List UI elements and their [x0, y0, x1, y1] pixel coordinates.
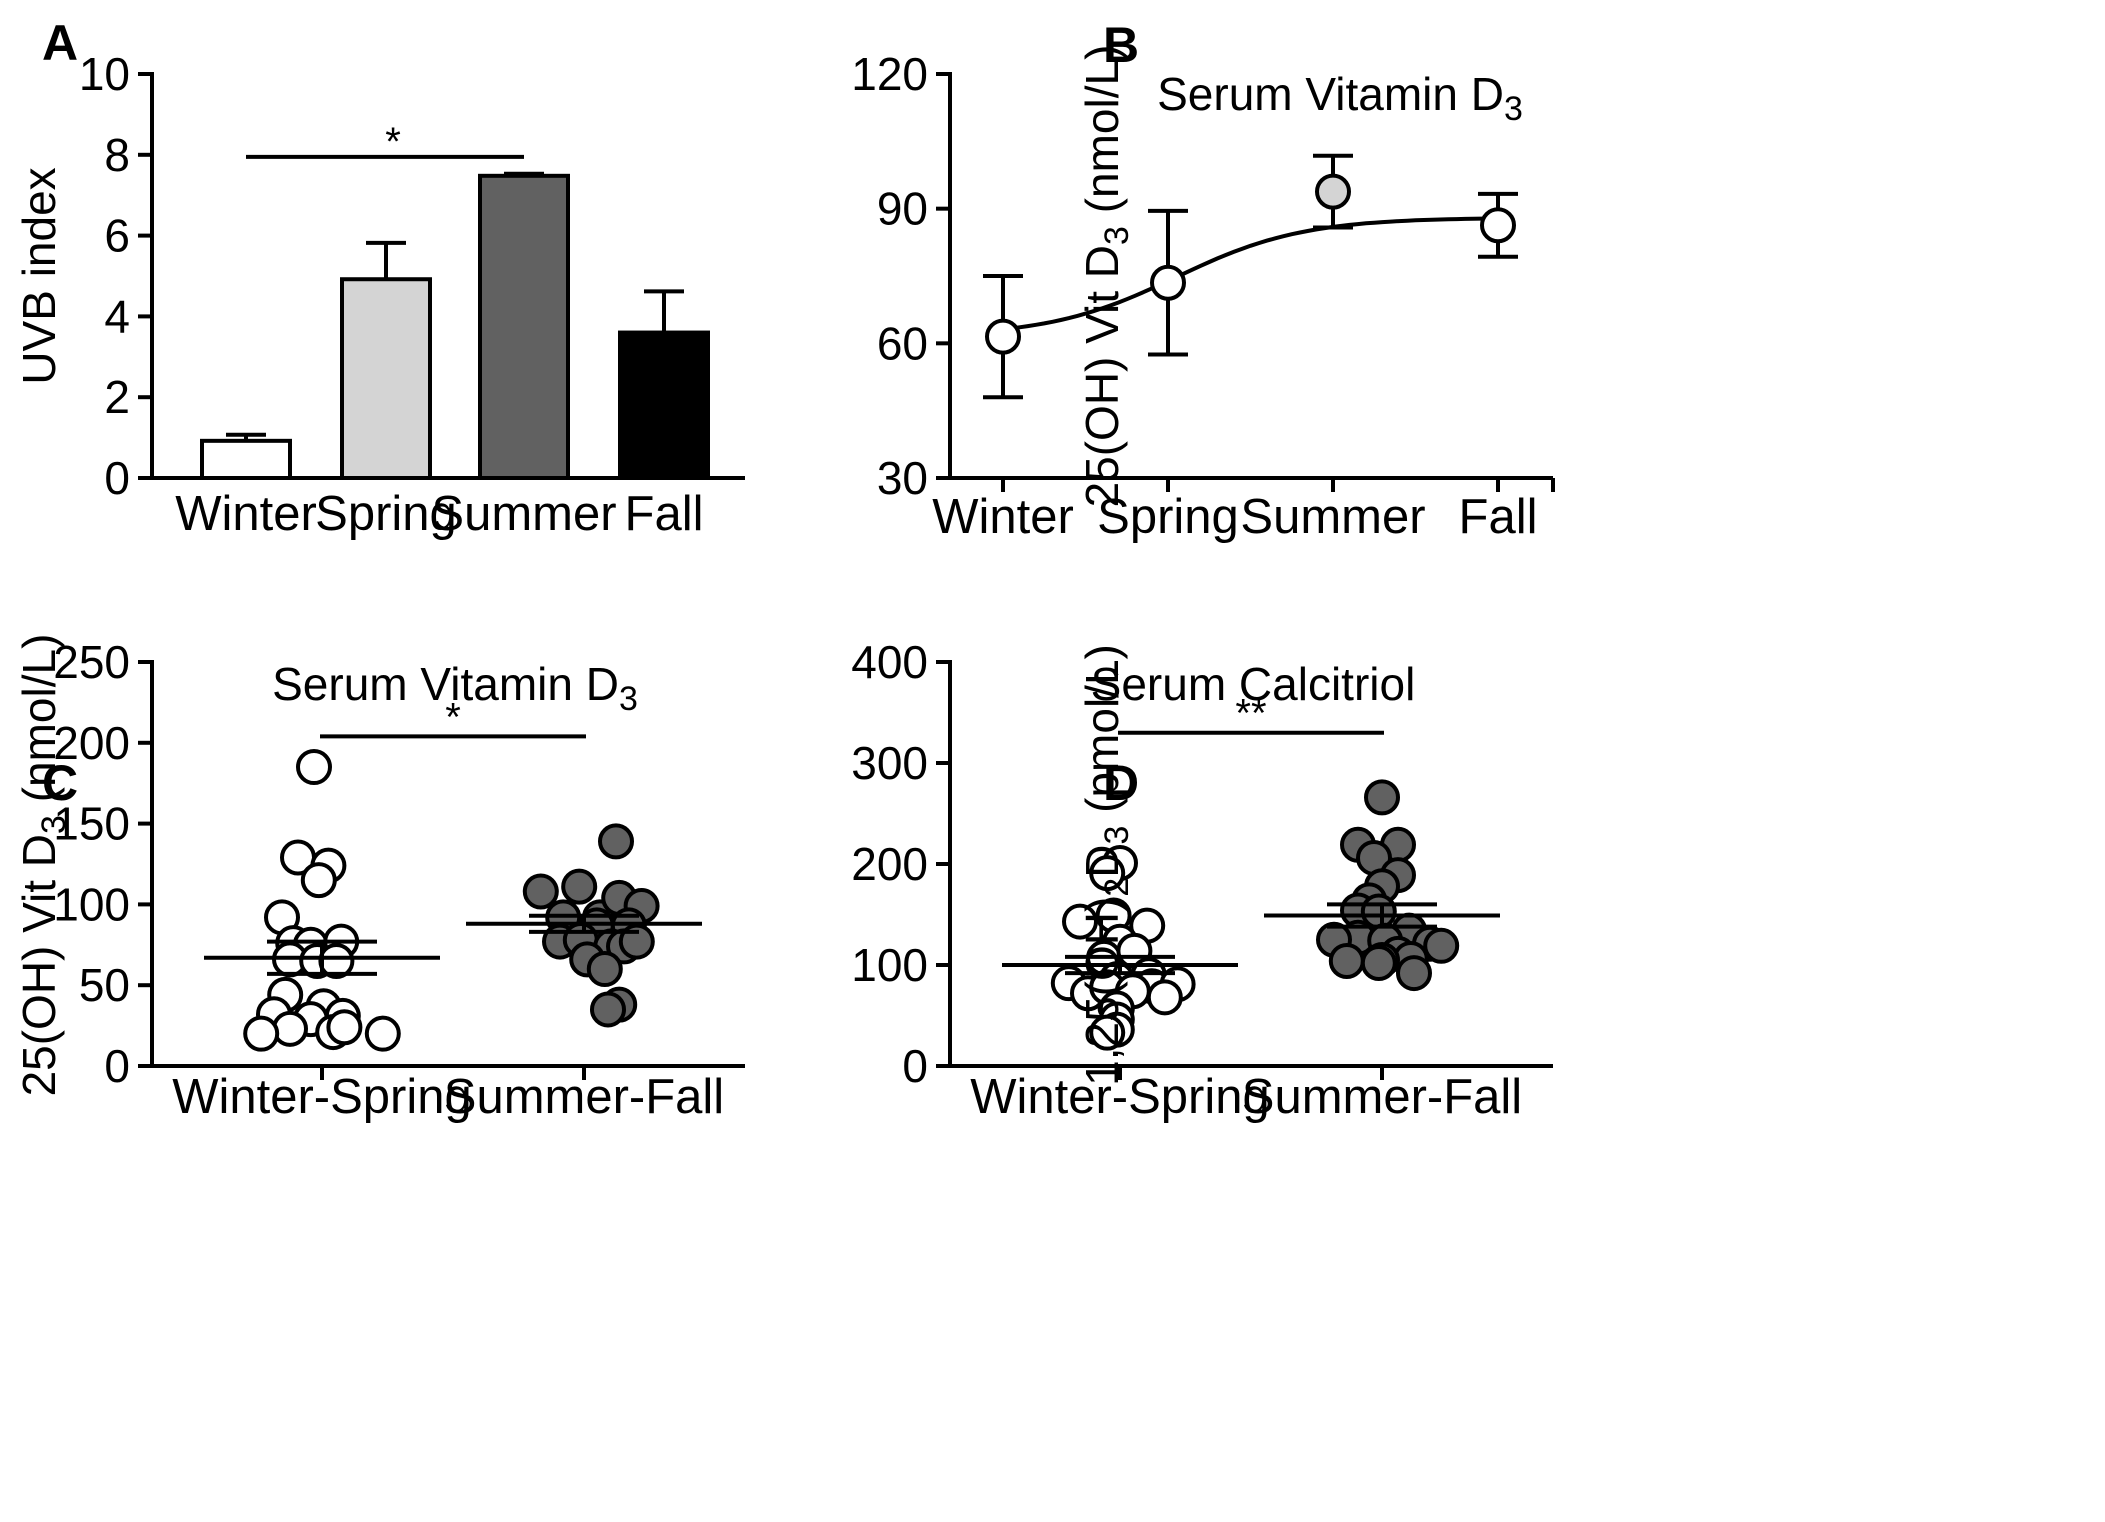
- data-point: [1089, 1014, 1126, 1051]
- y-tick-label: 30: [877, 452, 928, 504]
- data-point: [590, 991, 626, 1028]
- data-point-winter: [985, 318, 1021, 355]
- data-point: [1089, 855, 1126, 892]
- y-tick-label: 120: [851, 48, 928, 100]
- y-tick-label: 400: [851, 636, 928, 688]
- x-category-label: Summer-Fall: [1242, 1070, 1522, 1124]
- data-point-summer: [1315, 173, 1351, 210]
- data-point: [364, 1015, 401, 1052]
- data-point: [300, 862, 337, 899]
- y-tick-label: 60: [877, 317, 928, 369]
- bar-fall: [618, 330, 710, 480]
- y-tick-label: 300: [851, 737, 928, 789]
- bar-spring: [340, 277, 432, 480]
- x-category-label: Spring: [1097, 490, 1239, 544]
- y-tick-label: 200: [53, 717, 130, 769]
- x-category-label: Winter: [175, 487, 317, 541]
- panel-letter: D: [1103, 755, 1139, 811]
- y-tick-label: 6: [104, 210, 130, 262]
- panel-letter: B: [1103, 17, 1139, 73]
- significance-label: **: [1235, 692, 1266, 736]
- y-axis-label: 25(OH) Vit D3 (nmol/L): [13, 634, 73, 1097]
- data-point: [598, 823, 634, 860]
- y-axis-label: 25(OH) Vit D3 (nmol/L): [1076, 45, 1136, 508]
- y-tick-label: 0: [104, 452, 130, 504]
- data-point: [1360, 944, 1397, 981]
- data-point: [522, 873, 559, 910]
- chart-title: Serum Vitamin D3: [1157, 68, 1523, 128]
- panel-b-vitamin-d-line-chart: B Winter Spring Summer Fall 30 60 90 120 25(OH) …: [851, 17, 1555, 544]
- panel-letter: A: [42, 15, 78, 71]
- data-point-spring: [1150, 264, 1186, 301]
- y-tick-label: 10: [79, 48, 130, 100]
- panel-letter: C: [42, 755, 78, 811]
- data-point: [326, 1009, 363, 1046]
- y-tick-label: 2: [104, 371, 130, 423]
- significance-label: *: [445, 695, 461, 739]
- data-point: [1396, 955, 1432, 992]
- chart-title: Serum Calcitriol: [1091, 658, 1416, 710]
- x-category-label: Summer: [1240, 490, 1425, 544]
- y-tick-label: 100: [53, 878, 130, 930]
- y-axis-label: 1,25(OH)2D3 (pmol/L): [1076, 644, 1136, 1086]
- x-category-label: Summer: [431, 487, 616, 541]
- data-point-fall: [1480, 207, 1516, 244]
- data-point: [296, 749, 332, 786]
- x-category-label: Winter-Spring: [172, 1070, 472, 1124]
- y-tick-label: 90: [877, 183, 928, 235]
- bar-winter: [200, 438, 292, 480]
- data-point: [1423, 927, 1460, 964]
- y-tick-label: 0: [104, 1040, 130, 1092]
- x-category-label: Spring: [315, 487, 457, 541]
- y-tick-label: 200: [851, 838, 928, 890]
- x-category-label: Summer-Fall: [444, 1070, 724, 1124]
- x-category-label: Fall: [1459, 490, 1538, 544]
- y-tick-label: 250: [53, 636, 130, 688]
- data-point: [1146, 979, 1183, 1016]
- y-tick-label: 50: [79, 959, 130, 1011]
- y-tick-label: 8: [104, 129, 130, 181]
- data-point: [272, 1010, 308, 1047]
- data-point: [1328, 942, 1365, 979]
- data-point: [1062, 903, 1098, 940]
- x-category-label: Winter-Spring: [970, 1070, 1270, 1124]
- significance-label: *: [385, 120, 401, 164]
- data-point: [1364, 779, 1400, 816]
- y-tick-label: 4: [104, 290, 130, 342]
- y-tick-label: 0: [902, 1040, 928, 1092]
- data-point: [586, 951, 623, 988]
- panel-c-vitamin-d-scatter: C Winter-SpringSummer-Fall05010015020025…: [13, 634, 745, 1124]
- y-axis-label: UVB index: [13, 167, 65, 384]
- y-tick-label: 150: [53, 798, 130, 850]
- x-category-label: Winter: [932, 490, 1074, 544]
- data-point: [561, 868, 598, 905]
- x-category-label: Fall: [625, 487, 704, 541]
- chart-title: Serum Vitamin D3: [272, 658, 638, 718]
- bar-summer: [478, 173, 570, 480]
- data-point: [243, 1015, 280, 1052]
- fit-curve: [1002, 216, 1499, 332]
- y-tick-label: 100: [851, 939, 928, 991]
